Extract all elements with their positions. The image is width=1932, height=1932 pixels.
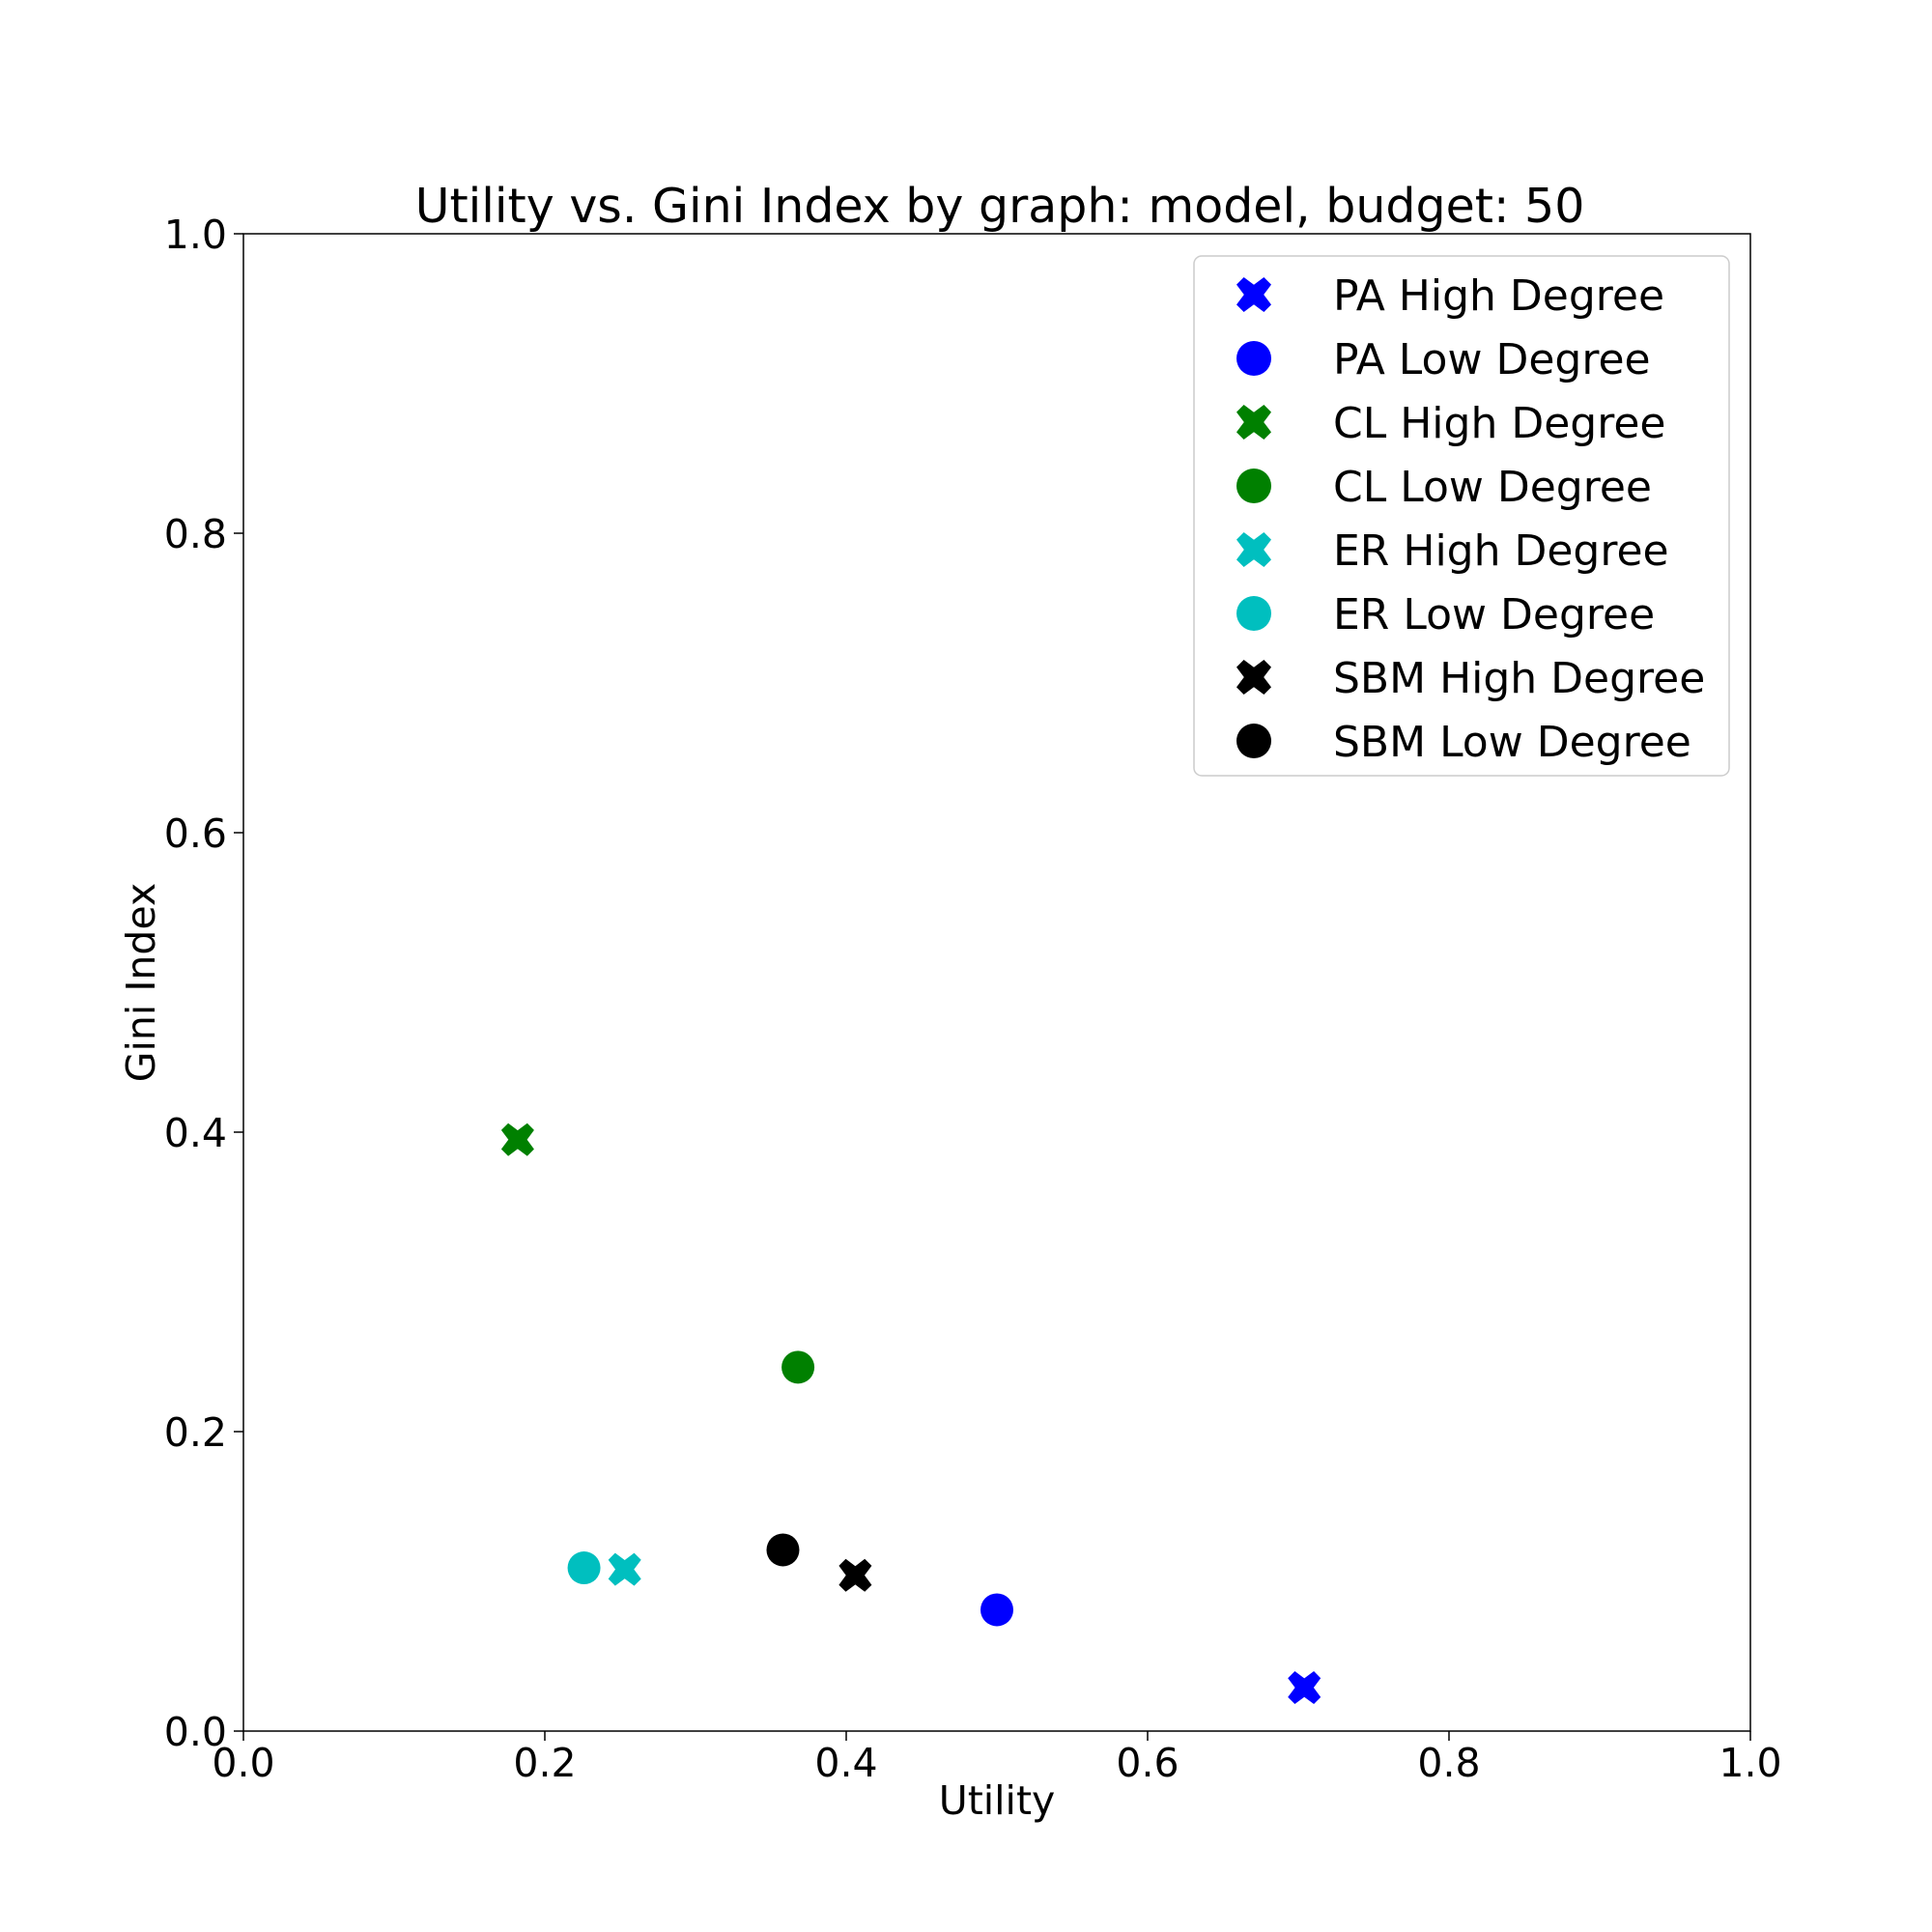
y-tick-label: 0.4 [164,1110,227,1156]
legend-label: SBM Low Degree [1333,718,1691,767]
data-point [766,1533,800,1567]
data-point [980,1593,1013,1627]
data-point [1288,1671,1321,1704]
legend-marker-x-icon [1236,660,1271,695]
legend-label: CL Low Degree [1333,463,1652,512]
y-tick-label: 0.2 [164,1409,227,1456]
chart-title: Utility vs. Gini Index by graph: model, … [415,179,1585,234]
data-point [608,1552,641,1586]
y-axis-label: Gini Index [118,883,164,1082]
data-point [838,1558,872,1592]
data-point [781,1350,815,1384]
legend-marker-circle-icon [1236,469,1271,503]
x-tick-label: 1.0 [1719,1740,1781,1786]
legend-marker-x-icon [1236,532,1271,567]
x-axis-ticks: 0.0 0.2 0.4 0.6 0.8 1.0 [212,1731,1782,1786]
legend-box [1193,255,1730,777]
x-tick-label: 0.0 [212,1740,274,1786]
legend-marker-x-icon [1236,405,1271,440]
y-axis-ticks: 0.0 0.2 0.4 0.6 0.8 1.0 [164,212,243,1755]
legend-marker-circle-icon [1236,596,1271,631]
y-tick-label: 0.8 [164,511,227,557]
data-point [500,1122,534,1156]
legend-marker-x-icon [1236,277,1271,312]
legend-label: ER High Degree [1333,526,1669,576]
legend: PA High Degree PA Low Degree CL High Degre… [1193,255,1730,777]
x-tick-label: 0.2 [513,1740,576,1786]
legend-label: PA Low Degree [1333,335,1651,384]
legend-marker-circle-icon [1236,724,1271,758]
x-tick-label: 0.6 [1116,1740,1179,1786]
legend-label: CL High Degree [1333,399,1665,448]
data-points [500,1122,1321,1704]
x-axis-label: Utility [939,1777,1056,1824]
data-point [567,1551,601,1585]
x-tick-label: 0.4 [814,1740,877,1786]
legend-marker-circle-icon [1236,341,1271,376]
legend-label: PA High Degree [1333,271,1664,321]
x-tick-label: 0.8 [1417,1740,1480,1786]
legend-label: ER Low Degree [1333,590,1655,639]
y-tick-label: 0.6 [164,810,227,857]
y-tick-label: 0.0 [164,1709,227,1755]
y-tick-label: 1.0 [164,212,227,258]
legend-label: SBM High Degree [1333,654,1705,703]
